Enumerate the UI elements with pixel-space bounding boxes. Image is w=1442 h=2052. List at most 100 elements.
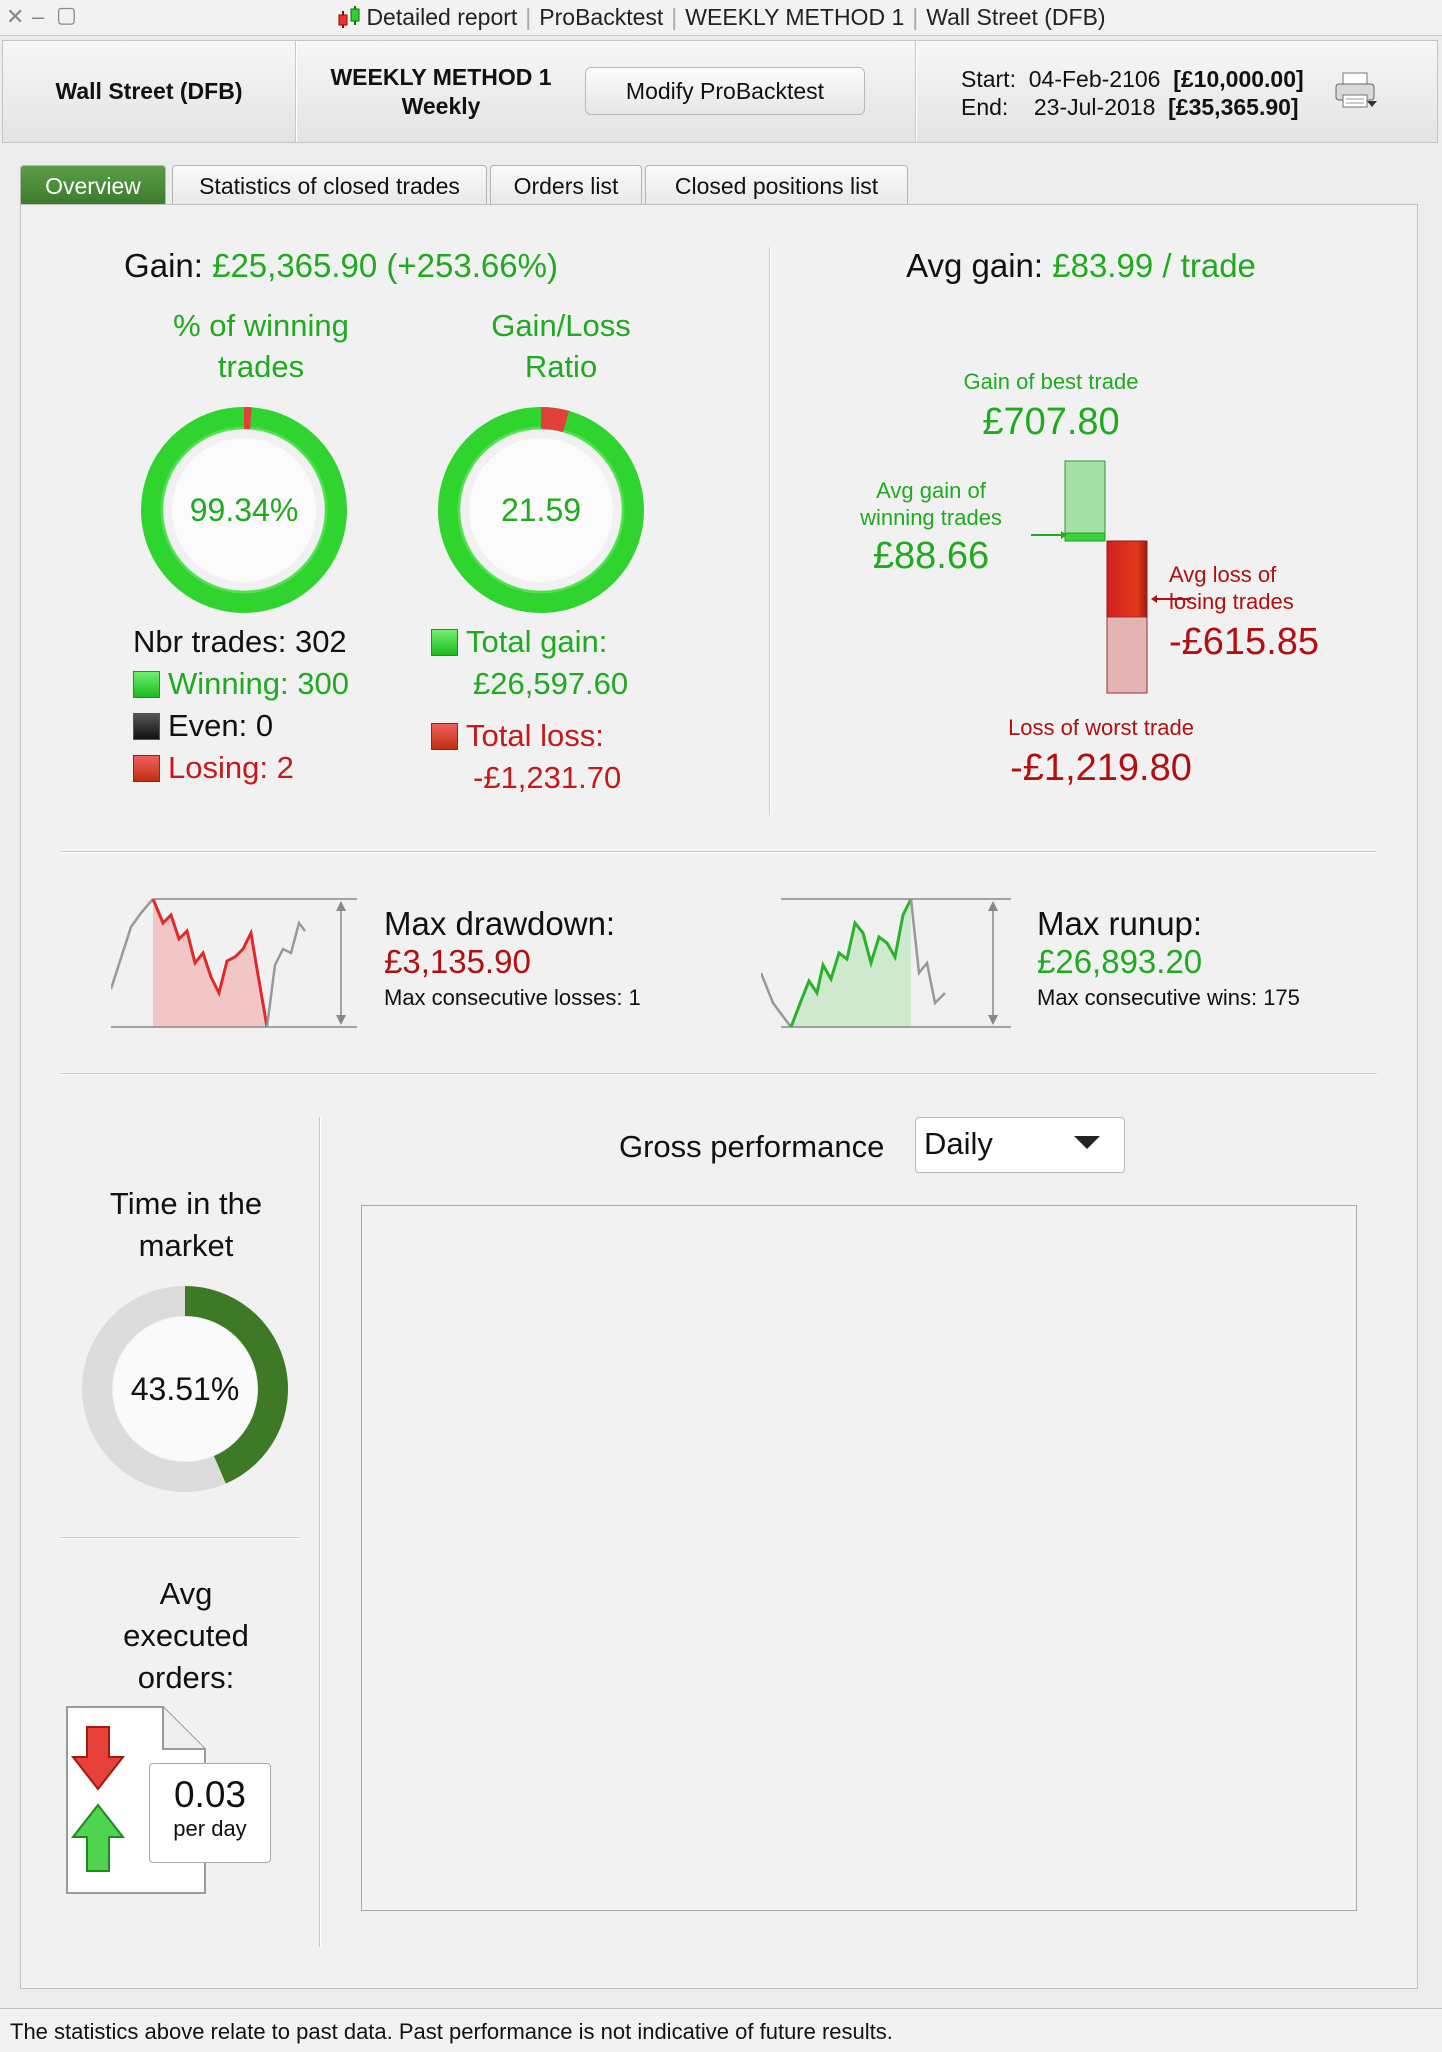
winning-trades-title: % of winning trades — [101, 305, 421, 387]
avg-orders-value: 0.03 — [173, 1774, 246, 1815]
max-runup-value: £26,893.20 — [1037, 943, 1203, 980]
title-part: ProBacktest — [539, 4, 664, 30]
max-runup: Max runup: £26,893.20 Max consecutive wi… — [1037, 905, 1300, 1011]
disclaimer-text: The statistics above relate to past data… — [10, 2019, 893, 2044]
total-gain-value: £26,597.60 — [473, 666, 629, 701]
time-in-market-title-line: market — [138, 1228, 234, 1263]
trade-range-bars — [1031, 460, 1191, 694]
market-name: Wall Street (DFB) — [55, 78, 243, 104]
avg-win-label-line: winning trades — [860, 505, 1002, 530]
gross-performance-chart-area — [361, 1205, 1357, 1911]
avg-win-value: £88.66 — [872, 535, 990, 577]
runup-sparkline — [761, 898, 1011, 1028]
ratio-title-line: Ratio — [524, 349, 598, 384]
start-value: [£10,000.00] — [1173, 66, 1304, 92]
section-divider — [61, 1073, 1377, 1075]
avg-gain-headline: Avg gain: £83.99 / trade — [791, 247, 1371, 285]
gain-loss-ratio-title: Gain/Loss Ratio — [401, 305, 721, 387]
winning-title-line: % of winning — [173, 308, 349, 343]
time-in-market-title: Time in the market — [61, 1183, 311, 1267]
gross-performance-label: Gross performance — [619, 1129, 885, 1164]
method-info: WEEKLY METHOD 1 Weekly — [301, 63, 581, 121]
gain-label: Gain: — [124, 247, 203, 284]
winning-swatch — [133, 671, 160, 698]
max-drawdown-label: Max drawdown: — [384, 905, 616, 942]
totals: Total gain: £26,597.60 Total loss: -£1,2… — [431, 621, 628, 799]
arrow-down-icon — [70, 1726, 126, 1791]
tab-orders-list[interactable]: Orders list — [490, 165, 642, 205]
end-value: [£35,365.90] — [1168, 94, 1299, 120]
avg-orders-title-line: executed — [123, 1618, 249, 1653]
max-consecutive-wins: Max consecutive wins: 175 — [1037, 985, 1300, 1010]
losing-count: Losing: 2 — [168, 750, 294, 785]
tab-overview[interactable]: Overview — [20, 165, 166, 205]
gain-headline: Gain: £25,365.90 (+253.66%) — [81, 247, 601, 285]
section-divider — [61, 851, 1377, 853]
section-divider — [61, 1537, 299, 1539]
avg-orders-title-line: Avg — [159, 1576, 213, 1611]
ratio-title-line: Gain/Loss — [491, 308, 631, 343]
title-bar: ✕ – ▢ Detailed report | ProBacktest | WEEKLY… — [0, 0, 1442, 36]
trade-counts: Nbr trades: 302 Winning: 300 Even: 0 Los… — [133, 621, 349, 789]
best-trade-value: £707.80 — [982, 401, 1120, 443]
title-part: Detailed report — [366, 4, 518, 30]
title-part: Wall Street (DFB) — [926, 4, 1106, 30]
avg-orders-title-line: orders: — [137, 1660, 235, 1695]
section-divider — [319, 1117, 321, 1947]
start-date: 04-Feb-2106 — [1028, 66, 1161, 92]
total-loss-value: -£1,231.70 — [473, 760, 622, 795]
arrow-up-icon — [70, 1803, 126, 1872]
total-loss-swatch — [431, 723, 458, 750]
avg-win-bar — [1064, 532, 1106, 542]
gain-loss-ratio-value: 21.59 — [501, 492, 581, 528]
winning-title-line: trades — [217, 349, 305, 384]
worst-trade-bar — [1106, 616, 1148, 694]
worst-trade-value: -£1,219.80 — [1010, 747, 1192, 789]
best-trade-label: Gain of best trade — [963, 369, 1139, 394]
modify-probacktest-button[interactable]: Modify ProBacktest — [585, 67, 865, 115]
minimize-icon[interactable]: – — [32, 4, 45, 29]
report-header: Wall Street (DFB) WEEKLY METHOD 1 Weekly… — [2, 40, 1438, 143]
time-in-market-title-line: Time in the — [109, 1186, 263, 1221]
total-loss-label: Total loss: — [466, 718, 604, 753]
winning-count: Winning: 300 — [168, 666, 349, 701]
avg-win-label-line: Avg gain of — [876, 478, 986, 503]
printer-icon[interactable] — [1333, 71, 1379, 111]
ratio-loss-arc — [540, 407, 570, 433]
disclaimer-bar: The statistics above relate to past data… — [0, 2008, 1442, 2052]
drawdown-sparkline — [111, 898, 357, 1028]
nbr-trades: Nbr trades: 302 — [133, 624, 347, 659]
avg-orders-unit: per day — [173, 1816, 247, 1841]
avg-loss-bar — [1106, 540, 1148, 618]
close-icon[interactable]: ✕ — [6, 4, 25, 29]
avg-gain-label: Avg gain: — [906, 247, 1044, 284]
overview-panel: Gain: £25,365.90 (+253.66%) % of winning… — [20, 204, 1418, 1989]
avg-executed-orders-title: Avg executed orders: — [61, 1573, 311, 1699]
winning-percentage: 99.34% — [190, 492, 299, 528]
gain-value: £25,365.90 (+253.66%) — [212, 247, 558, 284]
worst-trade-label: Loss of worst trade — [1008, 715, 1194, 740]
time-in-market-donut: 43.51% — [82, 1286, 288, 1492]
date-range: Start: 04-Feb-2106 [£10,000.00] End: 23-… — [961, 65, 1304, 121]
total-gain-swatch — [431, 629, 458, 656]
time-in-market-arc — [184, 1286, 288, 1484]
tab-statistics-closed-trades[interactable]: Statistics of closed trades — [172, 165, 487, 205]
even-swatch — [133, 713, 160, 740]
avg-gain-value: £83.99 / trade — [1052, 247, 1256, 284]
start-label: Start: — [961, 66, 1016, 92]
tab-closed-positions-list[interactable]: Closed positions list — [645, 165, 908, 205]
time-in-market-value: 43.51% — [131, 1371, 240, 1407]
gross-performance-select[interactable]: Daily — [915, 1117, 1125, 1173]
avg-loss-label-line: losing trades — [1169, 589, 1294, 614]
maximize-icon[interactable]: ▢ — [56, 2, 77, 27]
avg-orders-value-box: 0.03 per day — [149, 1763, 271, 1863]
avg-loss-label-line: Avg loss of — [1169, 562, 1277, 587]
total-gain-label: Total gain: — [466, 624, 608, 659]
losing-swatch — [133, 755, 160, 782]
even-count: Even: 0 — [168, 708, 274, 743]
winning-trades-donut: 99.34% — [141, 406, 347, 613]
method-name: WEEKLY METHOD 1 — [330, 64, 552, 90]
avg-loss-value: -£615.85 — [1169, 621, 1320, 663]
avg-win-label: Avg gain of winning trades — [831, 477, 1031, 531]
candlestick-icon — [338, 6, 360, 28]
